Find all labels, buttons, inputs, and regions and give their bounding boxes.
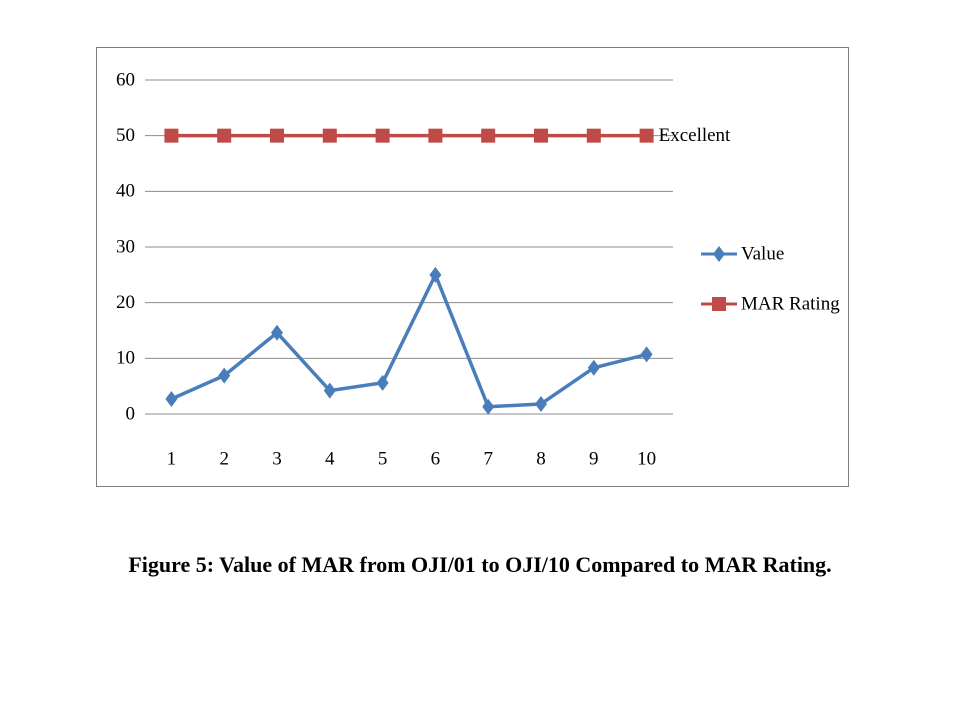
rating-point (639, 128, 654, 143)
value-point (535, 395, 547, 412)
x-tick-label: 1 (167, 448, 177, 469)
x-tick-label: 2 (219, 448, 229, 469)
rating-point (534, 128, 548, 143)
mar-line-chart: 0 10 20 30 40 50 60 1 2 3 4 5 6 7 8 9 10 Excellent Valu… (116, 69, 840, 469)
y-tick-label: 20 (116, 292, 135, 313)
x-tick-label: 4 (325, 448, 335, 469)
value-point (640, 346, 653, 363)
value-point (376, 374, 389, 391)
rating-point (428, 128, 443, 143)
rating-end-label: Excellent (659, 125, 731, 146)
value-point (165, 390, 178, 407)
x-axis-ticks: 1 2 3 4 5 6 7 8 9 10 (167, 448, 656, 469)
x-tick-label: 7 (483, 448, 493, 469)
y-tick-label: 50 (116, 125, 135, 146)
rating-point (481, 128, 496, 143)
value-point (482, 398, 495, 415)
annotations: Excellent (659, 125, 731, 146)
legend-label-value: Value (741, 243, 784, 264)
rating-point (322, 128, 337, 143)
x-tick-label: 10 (637, 448, 656, 469)
legend-item-mar-rating: MAR Rating (701, 293, 840, 314)
series-lines (170, 133, 648, 409)
figure-caption: Figure 5: Value of MAR from OJI/01 to OJ… (128, 552, 832, 577)
y-tick-label: 0 (126, 403, 136, 424)
y-tick-label: 10 (116, 348, 135, 369)
rating-point (217, 128, 232, 143)
legend-marker-mar-rating (712, 297, 726, 311)
x-tick-label: 9 (589, 448, 599, 469)
value-point (429, 266, 442, 283)
rating-point (586, 128, 601, 143)
legend-marker-value (713, 246, 725, 262)
rating-point (164, 128, 179, 143)
value-point (323, 382, 336, 399)
legend-item-value: Value (701, 243, 784, 264)
value-point (218, 367, 231, 384)
legend-label-mar-rating: MAR Rating (741, 293, 840, 314)
y-axis-ticks: 0 10 20 30 40 50 60 (116, 69, 135, 424)
series-markers (164, 128, 654, 415)
x-tick-label: 8 (536, 448, 546, 469)
chart-frame: 0 10 20 30 40 50 60 1 2 3 4 5 6 7 8 9 10 Excellent Valu… (96, 47, 849, 487)
rating-point (375, 128, 390, 143)
rating-point (270, 128, 284, 143)
value-point (587, 359, 600, 376)
y-tick-label: 60 (116, 69, 135, 90)
y-tick-label: 30 (116, 236, 135, 257)
x-tick-label: 6 (431, 448, 441, 469)
x-tick-label: 3 (272, 448, 282, 469)
y-tick-label: 40 (116, 181, 135, 202)
value-series-line (170, 273, 648, 409)
value-point (271, 324, 283, 341)
x-tick-label: 5 (378, 448, 388, 469)
legend: Value MAR Rating (701, 243, 840, 314)
